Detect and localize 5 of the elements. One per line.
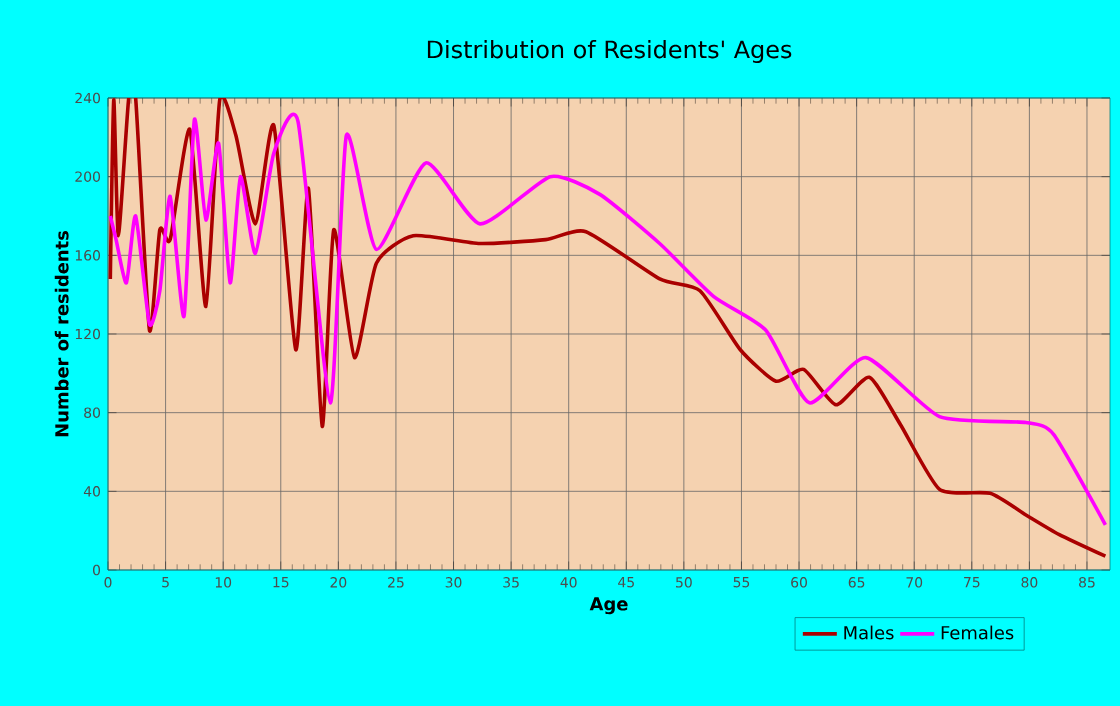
x-axis-title: Age <box>589 597 628 615</box>
legend-label: Females <box>941 625 1014 640</box>
y-axis-title: Number of residents <box>54 231 69 437</box>
chart-title: Distribution of Residents' Ages <box>427 39 792 64</box>
legend-label: Males <box>844 625 894 640</box>
